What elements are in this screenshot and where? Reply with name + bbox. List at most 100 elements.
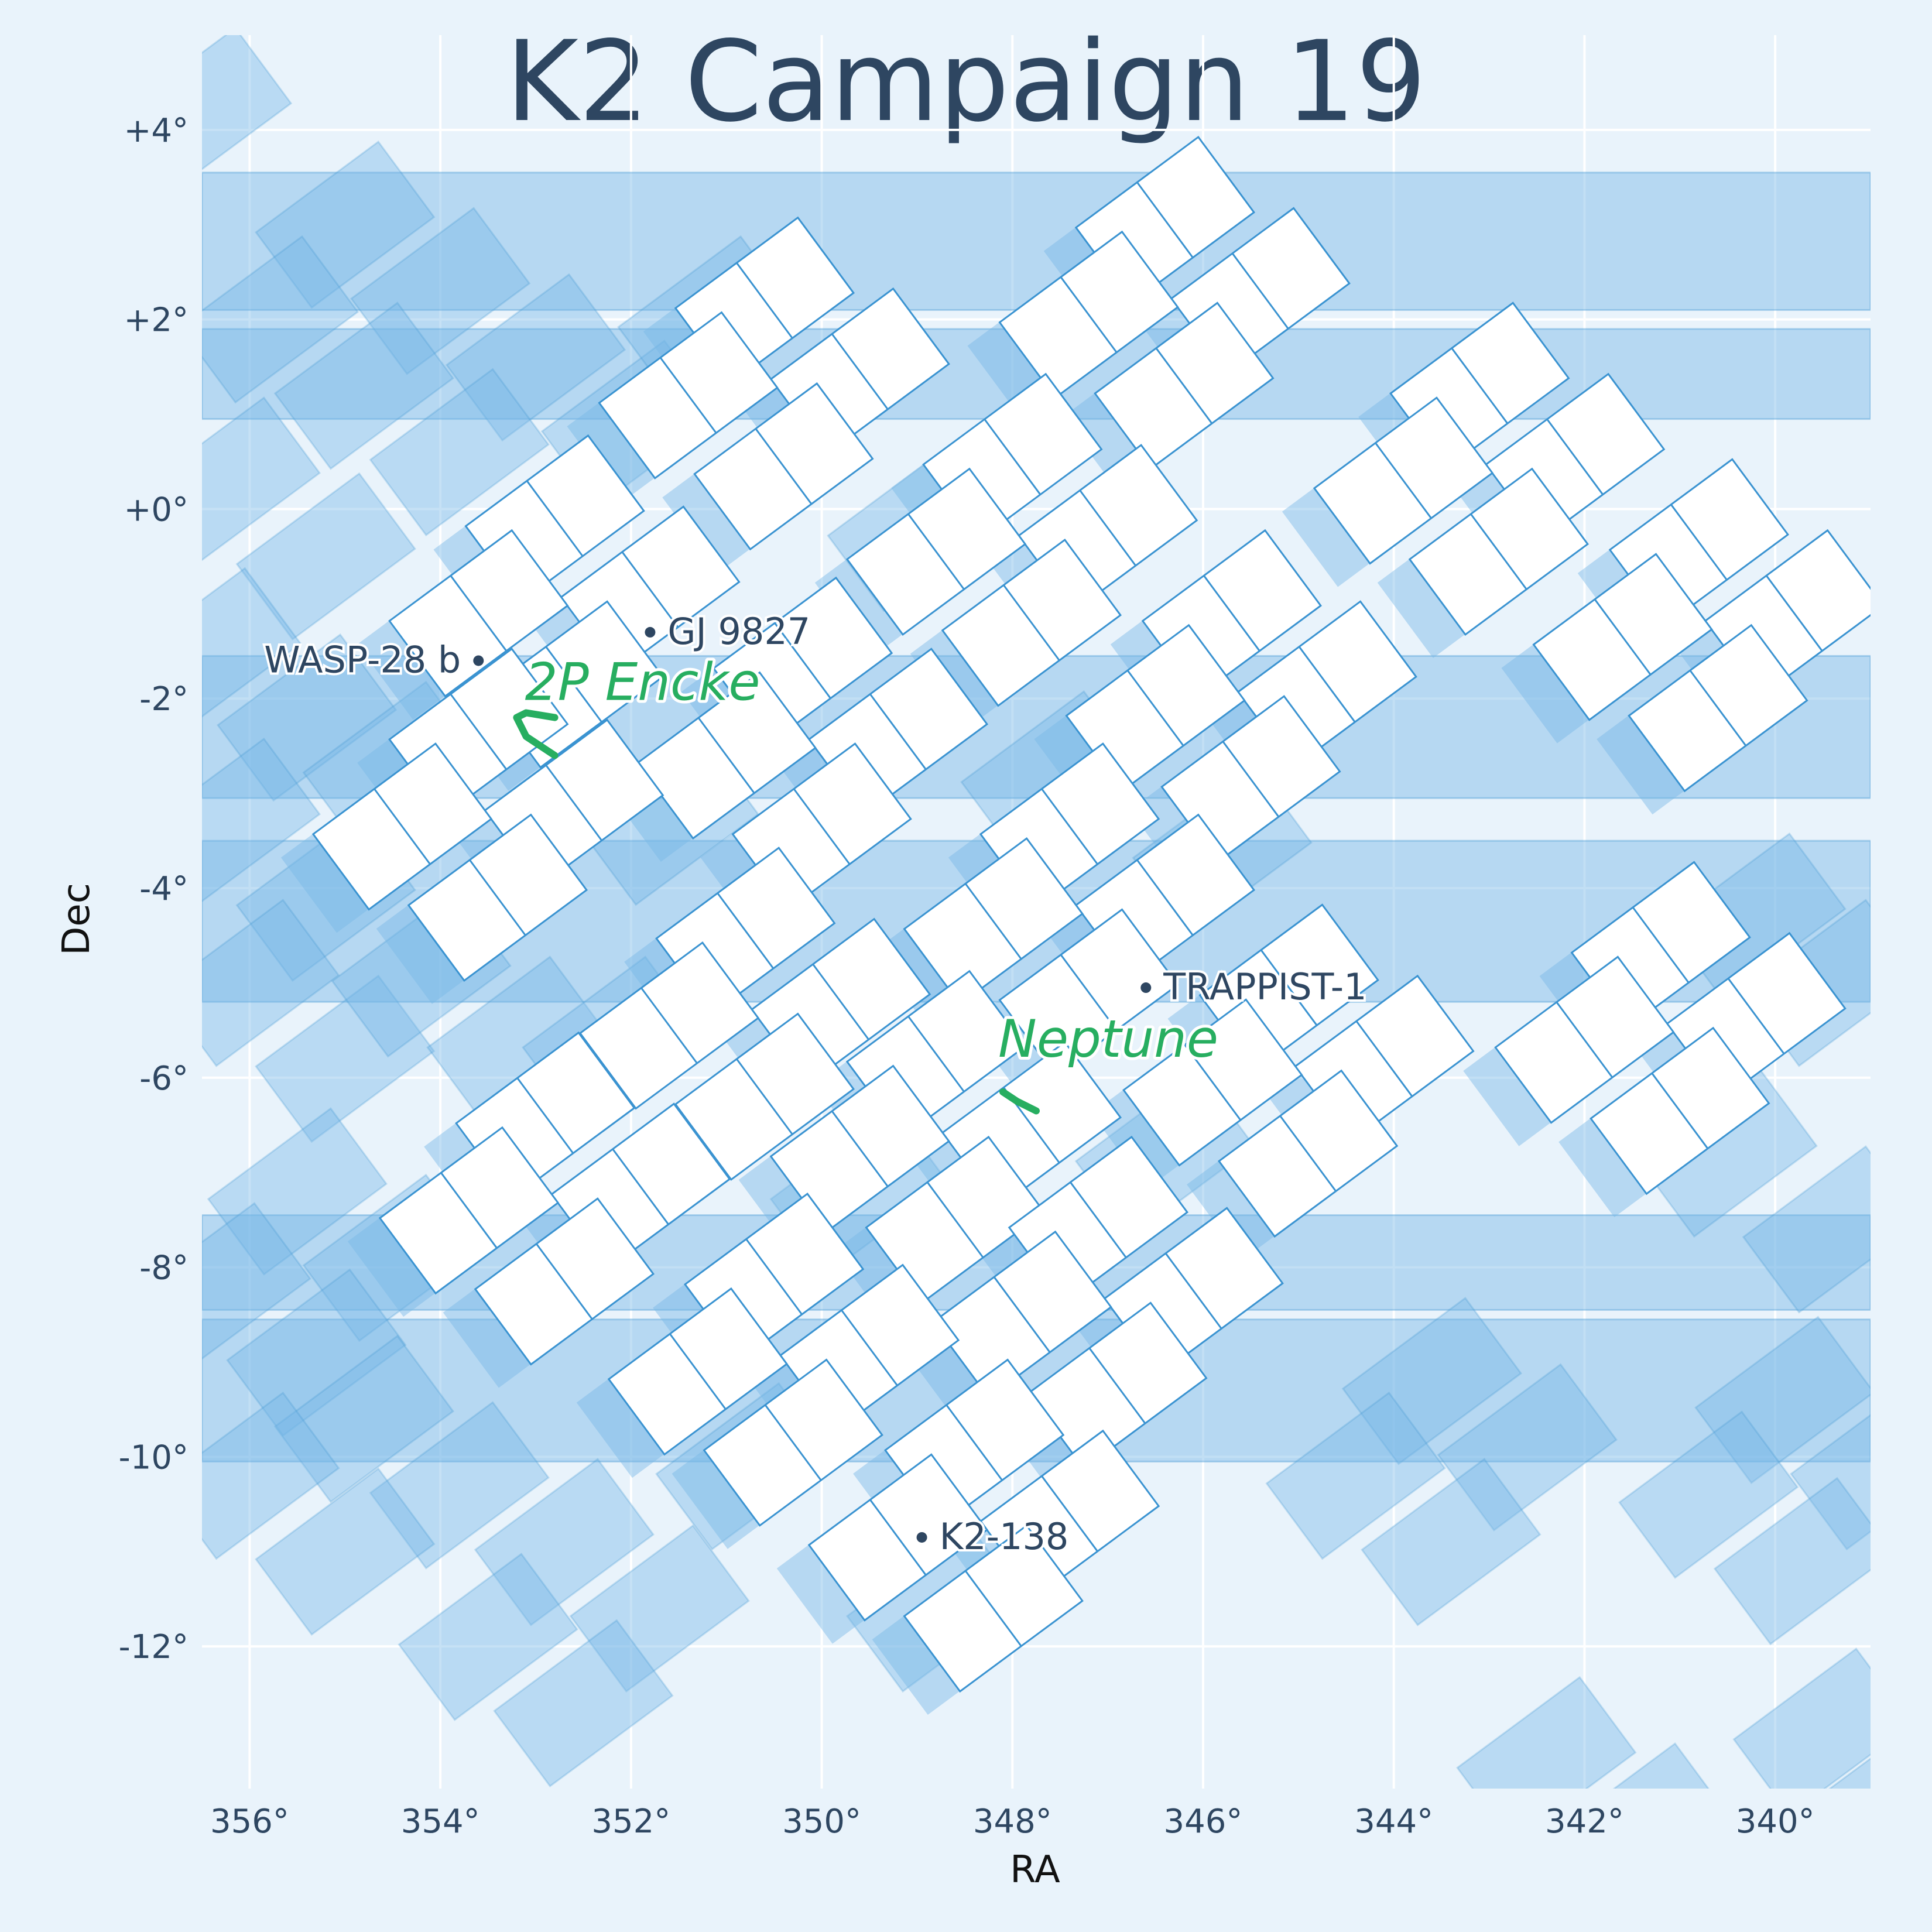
x-axis-label: RA — [1010, 1848, 1060, 1892]
chart-title: K2 Campaign 19 — [505, 17, 1426, 146]
ccd-divider — [717, 892, 775, 970]
ccd-divider — [545, 765, 602, 841]
other-campaign-module — [1790, 1414, 1871, 1551]
ccd-divider — [755, 428, 813, 505]
ccd-divider — [745, 1238, 803, 1315]
ccd-divider — [1727, 978, 1785, 1054]
other-campaign-module — [1732, 1647, 1871, 1789]
other-campaign-module — [350, 207, 531, 375]
other-campaign-module — [1713, 1477, 1871, 1646]
other-campaign-module — [202, 1392, 340, 1560]
ccd-divider — [831, 1111, 889, 1187]
y-tick-label: +0° — [124, 491, 189, 529]
y-tick-label: -10° — [119, 1438, 189, 1477]
ccd-divider — [1070, 1181, 1127, 1258]
moving-object-track — [999, 1088, 1040, 1115]
ccd-divider — [1164, 1252, 1222, 1330]
ccd-divider — [993, 1276, 1051, 1353]
ccd-divider — [964, 883, 1022, 960]
other-campaign-module — [217, 633, 398, 802]
other-campaign-module — [1618, 1410, 1799, 1579]
y-tick-label: -4° — [139, 870, 189, 908]
other-campaign-module — [202, 235, 359, 404]
target-marker — [1140, 982, 1152, 994]
ccd-divider — [659, 357, 717, 434]
ccd-divider — [612, 1148, 669, 1225]
x-tick-label: 346° — [1164, 1803, 1243, 1841]
ccd-divider — [736, 262, 793, 339]
y-axis-ticks: +4° +2° +0° -2° -4° -6° -8° -10° -12° — [119, 112, 189, 1666]
ccd-divider — [736, 1059, 793, 1135]
ccd-divider — [1203, 575, 1260, 652]
y-tick-label: +2° — [124, 302, 189, 340]
ccd-divider — [1126, 670, 1184, 746]
ccd-divider — [812, 964, 869, 1040]
ccd-divider — [1003, 584, 1060, 661]
other-campaign-module — [1361, 1458, 1542, 1626]
ccd-divider — [1546, 419, 1604, 495]
target-marker — [473, 655, 484, 666]
ccd-divider — [1041, 1475, 1098, 1552]
other-campaign-module — [1694, 1316, 1871, 1484]
moving-object-label: 2P Encke — [525, 652, 761, 712]
ccd-divider — [946, 1404, 1003, 1481]
ccd-divider — [516, 1077, 574, 1154]
other-campaign-module — [474, 1458, 655, 1626]
other-campaign-module — [369, 368, 550, 537]
x-tick-label: 344° — [1354, 1803, 1433, 1841]
ccd-divider — [984, 419, 1042, 495]
other-campaign-module — [202, 738, 321, 903]
campaign-19-footprint — [280, 136, 1871, 1715]
moving-objects: 2P Encke Neptune — [513, 649, 1221, 1115]
ccd-divider — [669, 1333, 727, 1410]
ccd-divider — [1594, 598, 1652, 676]
ccd-divider — [1222, 741, 1280, 818]
other-campaign-module — [235, 472, 416, 641]
other-campaign-module — [493, 1619, 674, 1787]
x-tick-label: 340° — [1736, 1803, 1815, 1841]
target-label: GJ 9827 — [667, 610, 810, 653]
x-tick-label: 342° — [1545, 1803, 1624, 1841]
ccd-divider — [440, 1172, 498, 1249]
ccd-divider — [926, 1181, 984, 1258]
ccd-divider — [1231, 252, 1289, 330]
ccd-divider — [640, 987, 698, 1064]
y-axis-label: Dec — [55, 883, 98, 955]
other-campaign-module — [445, 273, 626, 442]
ccd-divider — [1136, 859, 1194, 936]
ccd-divider — [1060, 954, 1118, 1031]
other-campaign-module — [202, 567, 302, 718]
ccd-divider — [1689, 670, 1747, 746]
x-tick-label: 352° — [591, 1803, 670, 1841]
other-campaign-module — [569, 1524, 750, 1693]
ccd-divider — [841, 1310, 898, 1386]
x-tick-label: 356° — [210, 1803, 289, 1841]
other-campaign-module — [255, 141, 436, 309]
ccd-divider — [869, 1499, 927, 1576]
other-campaign-module — [1437, 1363, 1618, 1532]
other-campaign-module — [202, 396, 321, 561]
ccd-divider — [621, 551, 679, 628]
other-campaign-module — [1828, 1757, 1871, 1789]
ccd-divider — [545, 646, 602, 723]
ccd-divider — [450, 575, 508, 652]
x-tick-label: 350° — [782, 1803, 861, 1841]
target-label: WASP-28 b — [264, 638, 461, 681]
ccd-divider — [1041, 788, 1098, 865]
other-campaign-module — [202, 35, 293, 170]
other-campaign-module — [1742, 1145, 1871, 1314]
ccd-divider — [1765, 575, 1823, 652]
ccd-divider — [1184, 1044, 1242, 1121]
ccd-divider — [1670, 503, 1728, 581]
ccd-divider — [526, 480, 584, 557]
ccd-divider — [907, 1016, 965, 1092]
ccd-divider — [964, 1570, 1022, 1647]
target-marker — [916, 1532, 927, 1543]
ccd-divider — [536, 1243, 593, 1320]
x-tick-label: 348° — [973, 1803, 1052, 1841]
other-campaign-module — [202, 1202, 311, 1360]
target-label: K2-138 — [940, 1515, 1069, 1558]
y-tick-label: -12° — [119, 1628, 189, 1666]
ccd-divider — [1470, 513, 1527, 590]
